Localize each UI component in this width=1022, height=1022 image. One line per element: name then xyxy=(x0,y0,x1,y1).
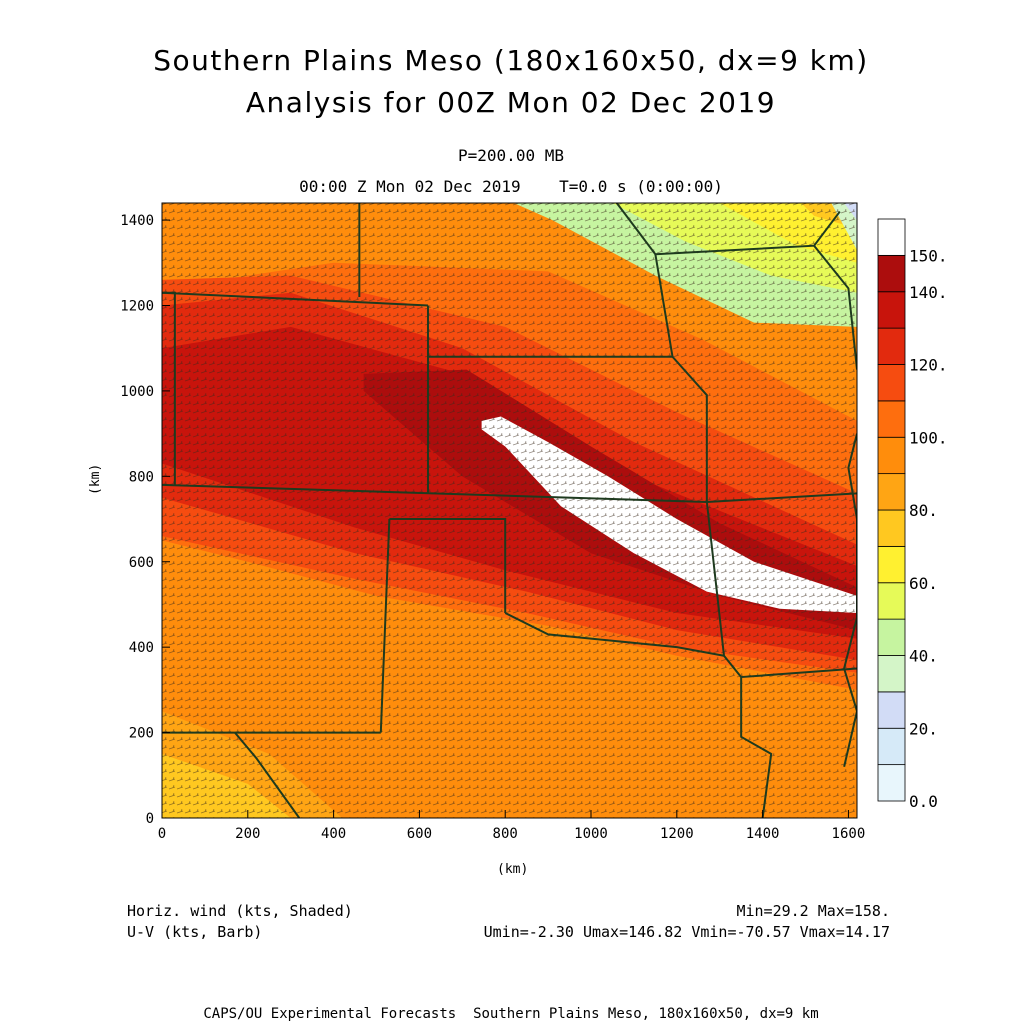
uv-extremes: Umin=-2.30 Umax=146.82 Vmin=-70.57 Vmax=… xyxy=(483,923,890,941)
barb-field-description: U-V (kts, Barb) xyxy=(127,923,263,941)
nm-east xyxy=(379,519,391,733)
colorbar: 0.0 20. 40. 60. 80. 100. 120. 140. 150. xyxy=(877,218,948,811)
x-tick-label: 1200 xyxy=(660,826,694,842)
colorado-north xyxy=(162,291,429,307)
x-tick-label: 1600 xyxy=(832,826,866,842)
x-tick-label: 600 xyxy=(407,826,432,842)
colorbar-label: 100. xyxy=(909,428,948,447)
analysis-time-title: Analysis for 00Z Mon 02 Dec 2019 xyxy=(245,86,777,119)
colorbar-bin xyxy=(877,473,906,511)
colorbar-bin xyxy=(877,254,906,293)
colorbar-bin xyxy=(877,691,906,729)
colorbar-label: 80. xyxy=(909,501,938,520)
shaded-field-description: Horiz. wind (kts, Shaded) xyxy=(127,902,353,920)
colorbar-label: 20. xyxy=(909,719,938,738)
colorbar-bin xyxy=(877,509,906,547)
kansas-south xyxy=(162,483,707,503)
arkansas-south xyxy=(741,667,857,679)
illinois-west xyxy=(813,245,857,370)
y-tick-label: 600 xyxy=(129,555,154,571)
colorbar-bin xyxy=(877,618,906,656)
oklahoma-red-river xyxy=(504,612,725,657)
mississippi-river xyxy=(843,433,857,767)
iowa-west xyxy=(615,203,674,357)
x-tick-label: 1000 xyxy=(574,826,608,842)
main-title: Southern Plains Meso (180x160x50, dx=9 k… xyxy=(153,44,869,77)
colorbar-bin xyxy=(877,727,906,766)
y-tick-label: 0 xyxy=(146,811,154,827)
colorbar-bin xyxy=(877,218,906,256)
x-tick-label: 200 xyxy=(235,826,260,842)
colorbar-bin xyxy=(877,327,906,365)
colorbar-label: 150. xyxy=(909,246,948,265)
colorbar-bin xyxy=(877,764,906,802)
colorbar-label: 60. xyxy=(909,574,938,593)
colorbar-label: 0.0 xyxy=(909,792,938,811)
colorbar-bin xyxy=(877,364,906,402)
y-tick-label: 1400 xyxy=(120,213,154,229)
oklahoma-panhandle xyxy=(389,518,507,613)
colorbar-bin xyxy=(877,291,906,329)
x-tick-label: 1400 xyxy=(746,826,780,842)
x-axis-label: (km) xyxy=(497,862,529,877)
wyoming-colorado xyxy=(162,291,176,485)
y-tick-label: 800 xyxy=(129,469,154,485)
colorbar-bin xyxy=(877,400,906,438)
colorbar-bin xyxy=(877,436,906,475)
state-boundaries xyxy=(162,203,857,818)
colorbar-label: 140. xyxy=(909,283,948,302)
colorbar-label: 40. xyxy=(909,647,938,666)
y-tick-label: 200 xyxy=(129,726,154,742)
y-axis-label: (km) xyxy=(88,463,103,495)
missouri-arkansas xyxy=(706,492,857,503)
y-tick-label: 1200 xyxy=(120,299,154,315)
y-tick-label: 400 xyxy=(129,640,154,656)
plot-frame xyxy=(161,202,858,819)
x-tick-label: 0 xyxy=(158,826,166,842)
y-tick-label: 1000 xyxy=(120,384,154,400)
colorbar-label: 120. xyxy=(909,356,948,375)
colorbar-bin xyxy=(877,545,906,584)
missouri-west xyxy=(671,356,725,656)
colorbar-bin xyxy=(877,655,906,693)
credit-line: CAPS/OU Experimental Forecasts Southern … xyxy=(203,1006,819,1022)
rio-grande xyxy=(234,731,301,818)
x-tick-label: 400 xyxy=(321,826,346,842)
x-axis: 0 200 400 600 800 1000 1200 1400 1600 xyxy=(158,810,865,842)
colorbar-bin xyxy=(877,582,906,620)
pressure-level: P=200.00 MB xyxy=(458,146,564,165)
valid-time: 00:00 Z Mon 02 Dec 2019 T=0.0 s (0:00:00… xyxy=(299,177,723,196)
min-max-values: Min=29.2 Max=158. xyxy=(736,902,890,920)
wind-barbs-layer xyxy=(162,203,857,818)
x-tick-label: 800 xyxy=(493,826,518,842)
y-axis: 0 200 400 600 800 1000 1200 1400 xyxy=(120,213,170,827)
arkansas-west xyxy=(723,655,773,818)
